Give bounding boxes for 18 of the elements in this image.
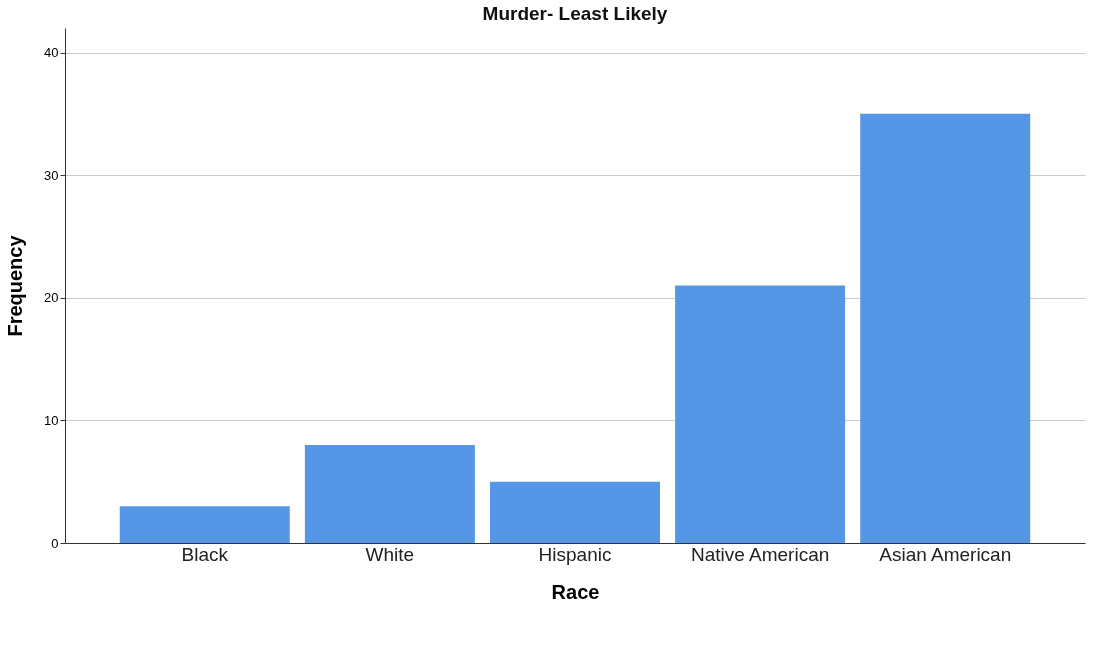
bar xyxy=(304,444,475,543)
x-tick-label: Hispanic xyxy=(538,543,612,565)
x-tick-label: White xyxy=(365,543,415,565)
chart-title: Murder- Least Likely xyxy=(482,3,668,24)
x-axis-title: Race xyxy=(551,580,600,603)
bar xyxy=(675,285,846,543)
x-tick-label: Native American xyxy=(690,543,830,565)
y-tick-label: 20 xyxy=(44,290,59,306)
y-tick-label: 40 xyxy=(44,45,59,61)
x-tick-label: Asian American xyxy=(879,543,1012,565)
x-tick-label: Black xyxy=(181,543,229,565)
y-tick-label: 10 xyxy=(44,412,59,428)
y-tick-label: 0 xyxy=(51,535,59,551)
bar xyxy=(490,481,660,543)
bar xyxy=(860,113,1031,543)
bar xyxy=(119,506,290,543)
y-axis-title: Frequency xyxy=(4,234,27,337)
y-tick-label: 30 xyxy=(44,167,59,183)
